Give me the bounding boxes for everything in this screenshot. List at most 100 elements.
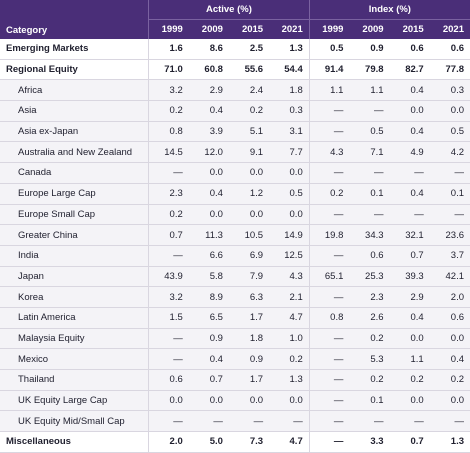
index-value-cell: 4.2 [429,141,470,164]
index-value-cell: 0.6 [429,39,470,60]
category-cell: Asia ex-Japan [0,121,150,143]
index-year-header: 2021 [429,19,470,39]
index-value-cell: 0.3 [429,79,470,102]
index-value-cell: 0.7 [389,245,430,267]
active-value-cell: 6.6 [188,245,229,267]
index-value-cell: 4.3 [309,141,350,164]
index-value-cell: 0.6 [429,307,470,329]
active-year-header: 1999 [148,19,189,39]
active-value-cell: — [148,245,189,267]
category-cell: India [0,245,150,267]
index-value-cell: 0.6 [389,39,430,60]
table-row: Thailand 0.6 0.7 1.7 1.3—0.2 0.2 0.2 [0,369,470,391]
index-value-cell: 5.3 [349,348,390,370]
index-value-cell: — [309,328,350,350]
active-value-cell: 0.9 [228,348,270,370]
active-value-cell: 0.7 [188,369,229,391]
active-value-cell: 8.9 [188,286,229,308]
table-row: Mexico —0.4 0.9 0.2—5.3 1.1 0.4 [0,348,470,370]
active-value-cell: 43.9 [148,266,189,288]
active-value-cell: 0.6 [148,369,189,391]
active-value-cell: 0.0 [269,162,310,184]
index-value-cell: 0.2 [309,183,350,205]
active-value-cell: 5.1 [228,121,270,143]
index-value-cell: 32.1 [389,224,430,246]
table-row: Australia and New Zealand 14.5 12.0 9.1 7.7 4… [0,141,470,164]
index-year-header: 1999 [309,19,350,39]
index-value-cell: 0.0 [429,100,470,122]
active-value-cell: 2.1 [269,286,310,308]
table-row: Asia 0.2 0.4 0.2 0.3— —0.0 0.0 [0,100,470,122]
index-group-header: Index (%) [309,0,470,20]
index-value-cell: 4.9 [389,141,430,164]
category-cell: Malaysia Equity [0,328,150,350]
active-value-cell: 0.5 [269,183,310,205]
index-value-cell: — [309,162,350,184]
index-value-cell: 42.1 [429,266,470,288]
category-column-header: Category [0,0,150,39]
active-value-cell: 71.0 [148,59,189,81]
index-value-cell: — [309,348,350,370]
table-row: Malaysia Equity —0.9 1.8 1.0—0.2 0.0 0.0 [0,328,470,350]
index-value-cell: 0.1 [349,183,390,205]
index-value-cell: 77.8 [429,59,470,81]
table-row: Europe Large Cap 2.3 0.4 1.2 0.5 0.2 0.1 0.4 0.1 [0,183,470,205]
active-value-cell: — [188,410,229,433]
table-row: Europe Small Cap 0.2 0.0 0.0 0.0— — — — [0,204,470,226]
active-value-cell: 0.2 [148,100,189,122]
table-row: Greater China 0.7 11.3 10.5 14.9 19.8 34.3 32.1… [0,224,470,246]
index-value-cell: 0.5 [429,121,470,143]
index-value-cell: 0.0 [389,100,430,122]
active-value-cell: 6.5 [188,307,229,329]
active-value-cell: 12.0 [188,141,229,164]
active-value-cell: 1.7 [228,369,270,391]
active-value-cell: 0.2 [148,204,189,226]
index-value-cell: 82.7 [389,59,430,81]
active-value-cell: — [269,410,310,433]
table-body: Emerging Markets 1.6 8.6 2.5 1.3 0.5 0.9 0.6 0.6… [0,39,470,453]
index-value-cell: 7.1 [349,141,390,164]
active-value-cell: 14.9 [269,224,310,246]
index-year-header: 2015 [389,19,430,39]
category-cell: Latin America [0,307,150,329]
active-value-cell: 0.4 [188,183,229,205]
active-value-cell: 14.5 [148,141,189,164]
active-value-cell: 10.5 [228,224,270,246]
active-value-cell: 6.3 [228,286,270,308]
index-value-cell: — [309,390,350,412]
active-value-cell: 0.4 [188,100,229,122]
index-value-cell: 0.0 [429,390,470,412]
index-year-header: 2009 [349,19,390,39]
active-value-cell: 60.8 [188,59,229,81]
active-value-cell: 12.5 [269,245,310,267]
index-value-cell: 0.4 [429,348,470,370]
category-cell: Japan [0,266,150,288]
index-value-cell: — [349,100,390,122]
index-value-cell: — [309,204,350,226]
active-value-cell: — [148,162,189,184]
category-cell: Regional Equity [0,59,150,81]
category-cell: Korea [0,286,150,308]
active-value-cell: 1.2 [228,183,270,205]
active-value-cell: 0.0 [188,390,229,412]
active-value-cell: 0.3 [269,100,310,122]
index-value-cell: — [389,162,430,184]
category-cell: Africa [0,79,150,102]
index-value-cell: 1.1 [389,348,430,370]
index-value-cell: 1.1 [349,79,390,102]
index-value-cell: 91.4 [309,59,350,81]
active-value-cell: 1.3 [269,369,310,391]
index-value-cell: 2.6 [349,307,390,329]
index-value-cell: — [389,204,430,226]
table-row: Africa 3.2 2.9 2.4 1.8 1.1 1.1 0.4 0.3 [0,79,470,102]
table-row: India —6.6 6.9 12.5—0.6 0.7 3.7 [0,245,470,267]
active-value-cell: 1.8 [269,79,310,102]
category-cell: Emerging Markets [0,39,150,60]
active-value-cell: 9.1 [228,141,270,164]
active-value-cell: 2.5 [228,39,270,60]
index-value-cell: 0.8 [309,307,350,329]
index-value-cell: 0.9 [349,39,390,60]
active-value-cell: 3.1 [269,121,310,143]
active-value-cell: 3.2 [148,286,189,308]
